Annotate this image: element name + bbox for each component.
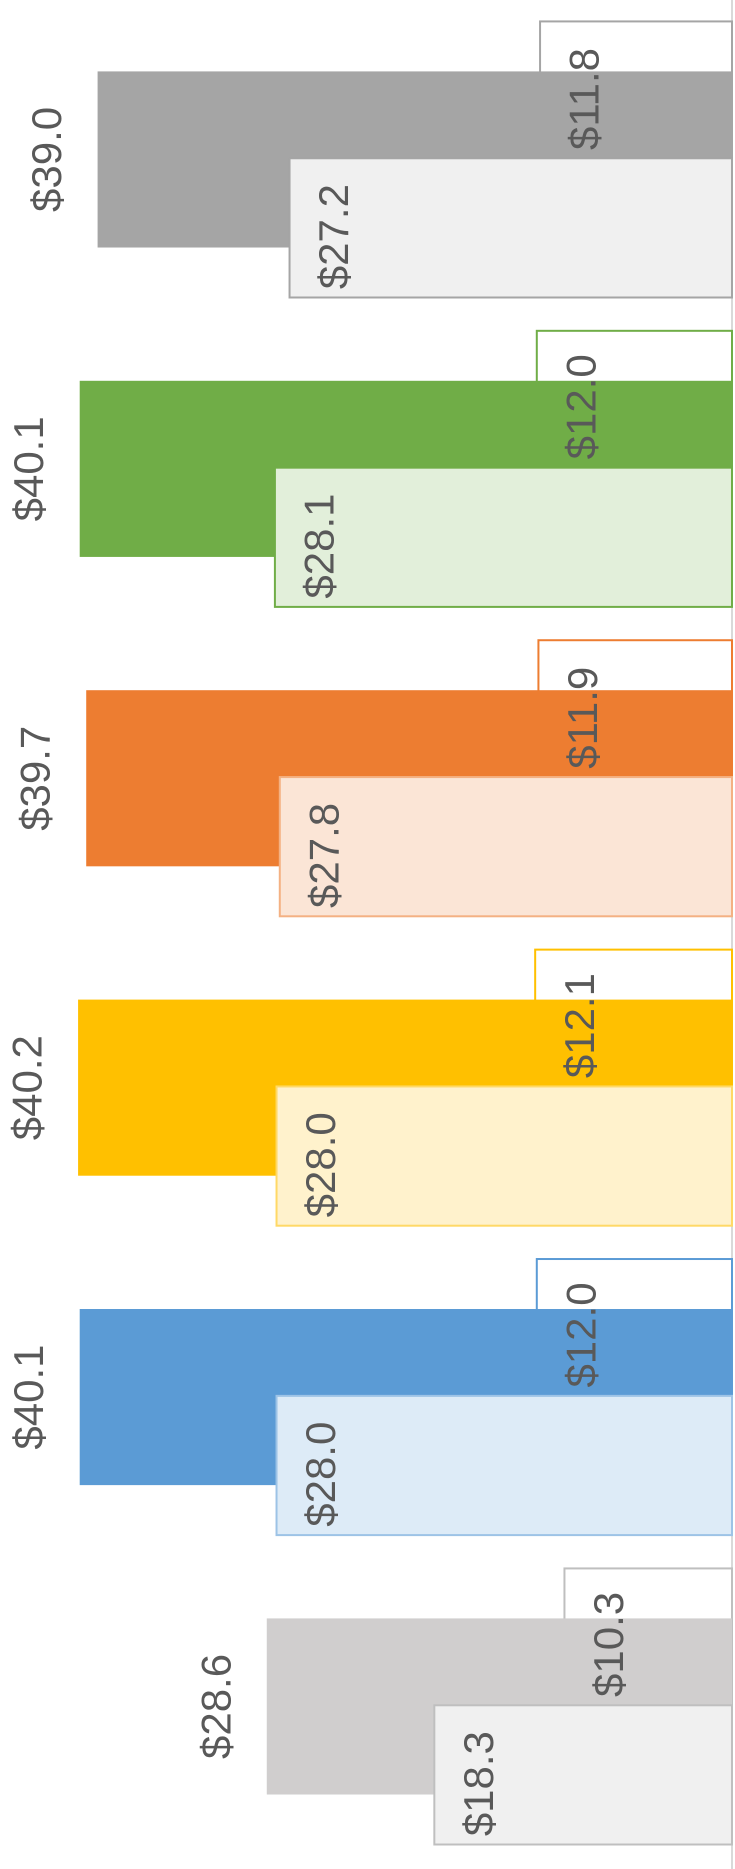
data-label: $18.3: [455, 1731, 502, 1836]
bar: [433, 1704, 733, 1846]
data-label: $12.1: [556, 973, 603, 1078]
data-label: $11.9: [559, 667, 606, 769]
data-label: $28.0: [297, 1112, 344, 1217]
data-label: $11.8: [561, 48, 608, 150]
data-label: $28.0: [297, 1422, 344, 1527]
data-label: $27.8: [300, 803, 347, 908]
data-label: $28.1: [296, 493, 343, 598]
data-label: $40.1: [5, 1345, 52, 1450]
data-label: $12.0: [557, 354, 604, 459]
data-label: $40.2: [4, 1035, 51, 1140]
data-label: $10.3: [585, 1592, 632, 1697]
bar: [275, 1394, 733, 1537]
bar: [273, 466, 733, 608]
data-label: $27.2: [310, 184, 357, 289]
data-label: $12.0: [557, 1282, 604, 1387]
bar: [278, 776, 733, 918]
data-label: $40.1: [5, 416, 52, 521]
bar: [275, 1085, 733, 1227]
data-label: $39.7: [12, 726, 59, 831]
data-label: $39.0: [23, 107, 70, 212]
bar: [288, 157, 733, 299]
data-label: $28.6: [192, 1654, 239, 1759]
